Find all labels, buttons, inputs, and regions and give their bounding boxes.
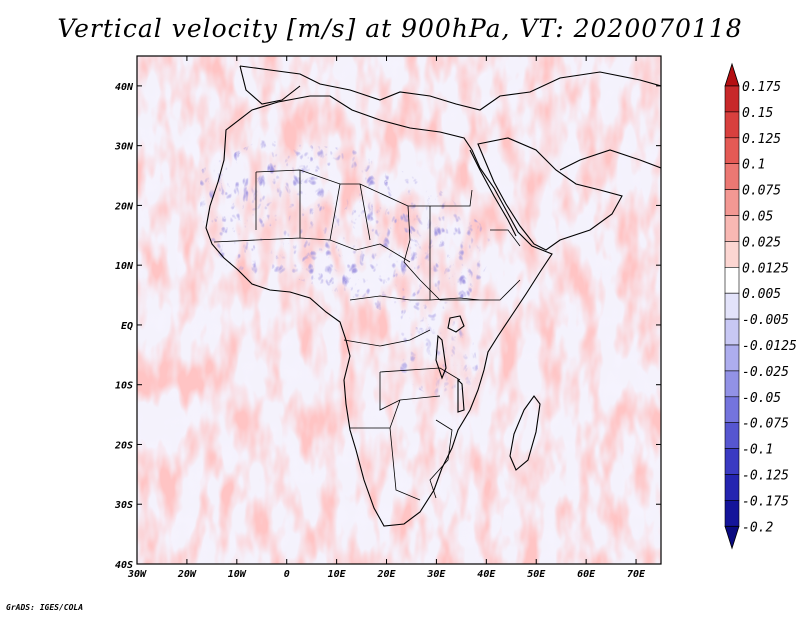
colorbar-segment (724, 241, 740, 268)
y-tick-label: EQ (121, 321, 133, 332)
colorbar-label: 0.175 (742, 80, 781, 95)
y-axis: 40N 30N 20N 10N EQ 10S 20S 30S 40S (114, 82, 661, 571)
colorbar-label: -0.075 (742, 417, 789, 432)
x-tick-label: 20E (376, 569, 396, 580)
y-tick-label: 10S (115, 381, 133, 392)
colorbar-label: 0.0125 (742, 261, 789, 276)
plot-frame (136, 55, 662, 565)
colorbar-segment (724, 396, 740, 423)
x-tick-label: 10E (328, 569, 347, 580)
africa-coastline (205, 95, 553, 527)
x-tick-label: 50E (527, 569, 546, 580)
colorbar-label: -0.125 (742, 469, 789, 484)
colorbar-label: 0.15 (742, 106, 773, 121)
colorbar-label: -0.005 (742, 313, 789, 328)
grads-credit: GrADS: IGES/COLA (6, 603, 84, 612)
x-tick-label: 40E (477, 569, 496, 580)
colorbar-label: 0.075 (742, 184, 781, 199)
y-tick-label: 30S (114, 500, 133, 511)
y-tick-label: 30N (114, 142, 134, 153)
y-tick-label: 40N (115, 82, 134, 93)
colorbar-segment (724, 292, 740, 320)
red-sea (469, 149, 517, 237)
colorbar-label: 0.1 (742, 158, 765, 173)
x-tick-label: 20W (177, 569, 197, 580)
colorbar-segment (724, 318, 740, 346)
x-tick-label: 70E (627, 569, 646, 580)
colorbar-segment (724, 111, 740, 139)
x-tick-label: 60E (577, 569, 596, 580)
colorbar-segment (724, 500, 740, 527)
colorbar-segment (724, 344, 740, 372)
colorbar-segment (724, 189, 740, 216)
colorbar-bottom-arrow (724, 525, 740, 550)
country-borders (213, 169, 521, 501)
asia-coastline (559, 149, 661, 171)
colorbar: 0.175 0.15 0.125 0.1 0.075 0.05 0.025 0.0125 0.0… (724, 62, 797, 550)
lake-malawi (457, 378, 465, 413)
x-axis: 30W 20W 10W 0 10E 20E 30E 40E 50E 60E 70E (127, 56, 646, 580)
colorbar-label: -0.175 (742, 494, 789, 509)
colorbar-segment (724, 474, 740, 501)
coastline-and-borders (205, 65, 661, 527)
y-tick-label: 20N (114, 201, 134, 212)
colorbar-label: -0.0125 (742, 339, 797, 354)
colorbar-label: -0.05 (742, 391, 781, 406)
colorbar-label: -0.025 (742, 365, 789, 380)
colorbar-label: -0.1 (742, 443, 773, 458)
europe-coastline (239, 65, 661, 111)
x-tick-label: 30W (127, 569, 147, 580)
colorbar-segment (724, 137, 740, 165)
colorbar-segment (724, 215, 740, 242)
x-tick-label: 10W (228, 569, 247, 580)
x-tick-label: 30E (426, 569, 446, 580)
vertical-velocity-field (137, 56, 661, 564)
y-tick-label: 10N (115, 261, 134, 272)
colorbar-label: 0.025 (742, 235, 781, 250)
arabia-coastline (477, 137, 623, 251)
chart-title: Vertical velocity [m/s] at 900hPa, VT: 2… (57, 14, 743, 43)
madagascar-coastline (509, 395, 541, 471)
colorbar-label: 0.05 (742, 210, 773, 225)
colorbar-segment (724, 85, 740, 113)
lake-victoria (447, 315, 465, 333)
colorbar-segment (724, 163, 740, 190)
colorbar-segment (724, 266, 740, 294)
colorbar-label: -0.2 (742, 520, 773, 535)
y-tick-label: 40S (115, 560, 133, 571)
y-tick-label: 20S (114, 440, 133, 451)
colorbar-segment (724, 422, 740, 449)
colorbar-segment (724, 448, 740, 475)
colorbar-label: 0.005 (742, 287, 781, 302)
iberia-coastline (239, 65, 301, 105)
x-tick-label: 0 (284, 569, 290, 580)
colorbar-label: 0.125 (742, 132, 781, 147)
lake-tanganyika (435, 334, 447, 380)
colorbar-segment (724, 370, 740, 398)
colorbar-top-arrow (724, 62, 740, 87)
